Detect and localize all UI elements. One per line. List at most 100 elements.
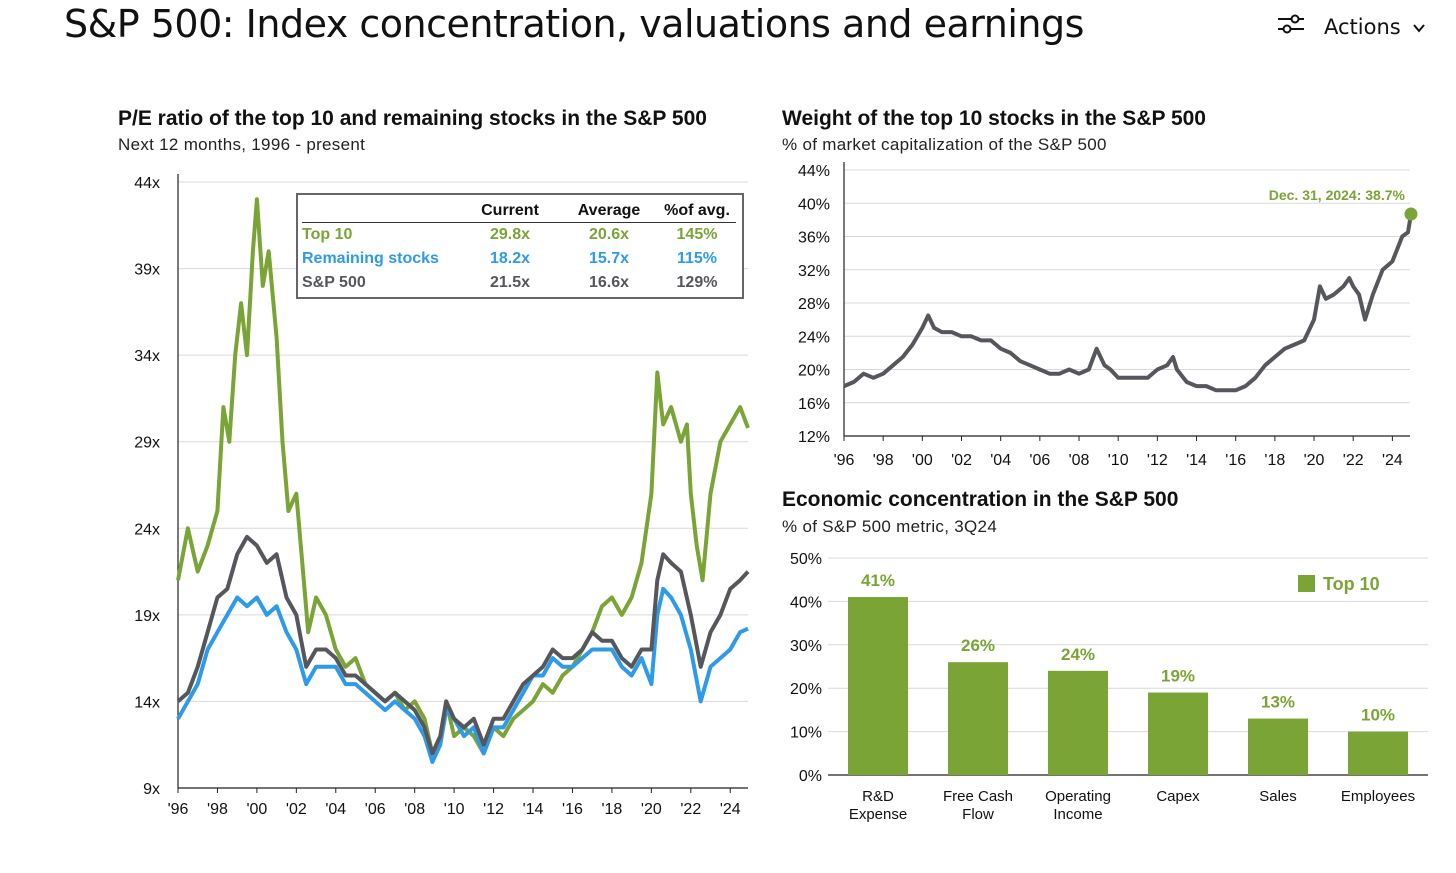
y-tick-label: 20% (790, 681, 822, 698)
y-tick-label: 20% (798, 363, 830, 380)
series-line (176, 586, 749, 764)
y-tick-label: 24x (134, 521, 160, 538)
stats-row-current: 21.5x (489, 274, 531, 291)
series-line (176, 534, 750, 756)
category-label: Employees (1341, 788, 1415, 805)
y-tick-label: 9x (143, 781, 160, 798)
sliders-icon (1276, 12, 1306, 41)
stats-row-name: Top 10 (302, 226, 353, 243)
stats-row-sp500: S&P 500 21.5x 16.6x 129% (302, 271, 736, 295)
y-tick-label: 0% (799, 768, 822, 785)
actions-label: Actions (1324, 14, 1401, 39)
econ-chart-title: Economic concentration in the S&P 500 (782, 488, 1179, 511)
stats-row-average: 16.6x (588, 274, 630, 291)
weight-chart-subtitle: % of market capitalization of the S&P 50… (782, 135, 1107, 154)
y-tick-label: 39x (134, 262, 160, 279)
econ-chart-subtitle: % of S&P 500 metric, 3Q24 (782, 517, 998, 536)
stats-row-average: 15.7x (588, 250, 630, 267)
y-tick-label: 19x (134, 608, 160, 625)
stats-row-pct: 145% (676, 226, 718, 243)
y-tick-label: 24% (798, 329, 830, 346)
y-tick-label: 32% (798, 263, 830, 280)
stats-row-pct: 129% (676, 274, 718, 291)
stats-row-remaining: Remaining stocks 18.2x 15.7x 115% (302, 247, 736, 271)
x-tick-label: '02 (951, 452, 972, 469)
stats-header-average: Average (560, 200, 658, 223)
x-tick-label: '18 (1264, 452, 1285, 469)
x-tick-label: '20 (1304, 452, 1325, 469)
category-label: Income (1053, 806, 1102, 823)
x-tick-label: '06 (1029, 452, 1050, 469)
bar-value-label: 41% (861, 571, 895, 590)
legend-swatch (1298, 575, 1315, 592)
y-tick-label: 50% (790, 551, 822, 568)
x-tick-label: '02 (286, 801, 307, 818)
stats-row-name: Remaining stocks (302, 250, 439, 267)
x-tick-label: '16 (1225, 452, 1246, 469)
pe-chart-subtitle: Next 12 months, 1996 - present (118, 135, 366, 154)
y-tick-label: 14x (134, 694, 160, 711)
y-tick-label: 40% (798, 196, 830, 213)
x-tick-label: '24 (720, 801, 741, 818)
y-tick-label: 40% (790, 594, 822, 611)
stats-header-blank (302, 200, 460, 223)
stats-row-current: 18.2x (489, 250, 531, 267)
x-tick-label: '10 (1108, 452, 1129, 469)
endpoint-annotation: Dec. 31, 2024: 38.7% (1269, 187, 1406, 203)
x-tick-label: '16 (562, 801, 583, 818)
y-tick-label: 16% (798, 396, 830, 413)
pe-chart-title: P/E ratio of the top 10 and remaining st… (118, 107, 707, 130)
x-tick-label: '00 (912, 452, 933, 469)
x-tick-label: '98 (873, 452, 894, 469)
bar (848, 597, 908, 775)
actions-button[interactable]: Actions (1276, 12, 1427, 41)
bar-value-label: 13% (1261, 693, 1295, 712)
stats-header-pct: %of avg. (658, 200, 736, 223)
category-label: Capex (1156, 788, 1200, 805)
category-label: Free Cash (943, 788, 1013, 805)
y-tick-label: 29x (134, 435, 160, 452)
stats-row-average: 20.6x (588, 226, 630, 243)
bar-value-label: 10% (1361, 706, 1395, 725)
y-tick-label: 34x (134, 348, 160, 365)
bar (1048, 670, 1108, 775)
bar (1148, 692, 1208, 775)
endpoint-marker (1404, 207, 1418, 221)
weight-chart-title: Weight of the top 10 stocks in the S&P 5… (782, 107, 1206, 130)
pe-stats-table: Current Average %of avg. Top 10 29.8x 20… (296, 193, 744, 299)
y-tick-label: 30% (790, 638, 822, 655)
legend-label: Top 10 (1323, 574, 1380, 594)
y-tick-label: 44x (134, 175, 160, 192)
y-tick-label: 44% (798, 163, 830, 180)
x-tick-label: '22 (1343, 452, 1364, 469)
x-tick-label: '18 (601, 801, 622, 818)
x-tick-label: '22 (680, 801, 701, 818)
stats-row-pct: 115% (676, 250, 718, 267)
bar (1248, 718, 1308, 775)
x-tick-label: '08 (1069, 452, 1090, 469)
bar (948, 662, 1008, 775)
bar-value-label: 24% (1061, 645, 1095, 664)
x-tick-label: '08 (404, 801, 425, 818)
series-line (843, 213, 1413, 393)
top10-weight-chart: 12% 16% 20% 24% 28% 32% 36% 40% 44% '96 '98 '00 '02 '… (798, 162, 1418, 469)
page-title: S&P 500: Index concentration, valuations… (64, 2, 1084, 46)
x-tick-label: '06 (365, 801, 386, 818)
stats-row-name: S&P 500 (302, 274, 366, 291)
stats-row-current: 29.8x (489, 226, 531, 243)
y-tick-label: 12% (798, 429, 830, 446)
x-tick-label: '96 (834, 452, 855, 469)
category-label: Operating (1045, 788, 1111, 805)
x-tick-label: '24 (1382, 452, 1403, 469)
category-label: R&D (862, 788, 894, 805)
bar-value-label: 26% (961, 636, 995, 655)
stats-row-top10: Top 10 29.8x 20.6x 145% (302, 223, 736, 248)
category-label: Flow (962, 806, 994, 823)
y-tick-label: 36% (798, 230, 830, 247)
bar (1348, 731, 1408, 775)
chevron-down-icon (1411, 15, 1427, 39)
x-tick-label: '20 (641, 801, 662, 818)
x-tick-label: '04 (990, 452, 1011, 469)
x-tick-label: '96 (168, 801, 189, 818)
